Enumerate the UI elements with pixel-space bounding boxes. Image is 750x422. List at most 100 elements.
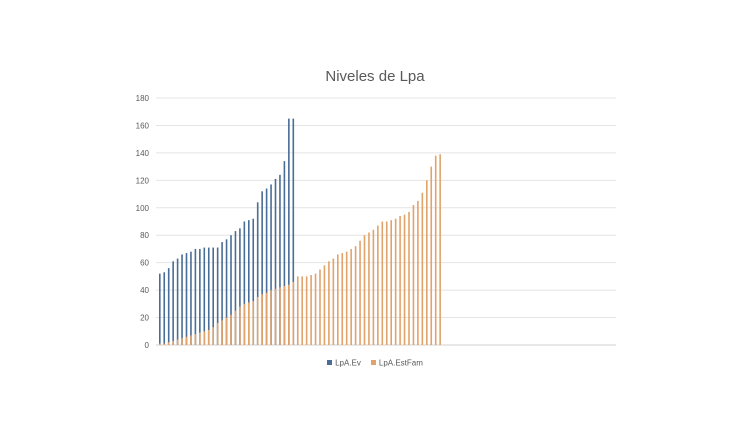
bar (167, 342, 170, 345)
legend-item: LpA.EstFam (370, 358, 423, 367)
bar (314, 273, 317, 345)
bar (252, 301, 255, 345)
bar (239, 306, 241, 345)
bar (194, 334, 197, 345)
bar (341, 253, 344, 345)
bar (252, 218, 255, 345)
bar (230, 235, 232, 345)
bar (234, 310, 237, 345)
legend-swatch (370, 360, 376, 366)
bar (199, 332, 201, 345)
bar (301, 276, 303, 345)
bar (270, 290, 272, 345)
bar (190, 335, 192, 345)
bar (274, 178, 277, 345)
bar (225, 239, 228, 345)
bar (288, 118, 290, 345)
bar (181, 338, 183, 345)
y-tick-label: 160 (136, 121, 150, 130)
bar (403, 214, 406, 345)
bar (216, 323, 219, 345)
bar (372, 229, 375, 345)
legend-label: LpA.Ev (335, 358, 361, 368)
bar (194, 248, 197, 345)
bar (310, 275, 312, 345)
bar (225, 317, 228, 345)
bar (274, 288, 277, 345)
bar (243, 221, 246, 345)
bar (381, 221, 384, 345)
bar (332, 258, 335, 345)
bar (163, 272, 166, 345)
y-tick-label: 80 (140, 231, 149, 240)
bar (203, 331, 206, 345)
bar (159, 273, 161, 345)
bar (167, 268, 170, 345)
bar (176, 339, 179, 345)
chart-title: Niveles de Lpa (325, 68, 425, 85)
bar (265, 292, 268, 345)
bar (426, 180, 428, 345)
bar (385, 221, 388, 345)
bar (261, 294, 263, 345)
bar (368, 232, 370, 345)
y-tick-label: 20 (140, 314, 149, 323)
bar (216, 247, 219, 345)
bar (337, 254, 339, 345)
y-tick-label: 100 (136, 204, 150, 213)
bar (172, 340, 174, 345)
bar (190, 251, 192, 345)
bar (434, 155, 437, 345)
bar (199, 248, 201, 345)
bar (319, 269, 321, 345)
bar (243, 303, 246, 345)
bar (248, 220, 250, 345)
y-tick-label: 0 (145, 341, 150, 350)
bar (296, 276, 299, 345)
bar (408, 211, 410, 345)
bar (439, 154, 441, 345)
bar (412, 205, 415, 345)
bar (265, 188, 268, 345)
bar (305, 276, 308, 345)
bar (176, 258, 179, 345)
bar (394, 218, 397, 345)
bar (159, 343, 161, 345)
bar (350, 248, 352, 345)
bar (207, 329, 210, 345)
bar (239, 228, 241, 345)
bar (185, 336, 188, 345)
bar (212, 247, 214, 345)
bar (430, 166, 433, 345)
bar (279, 174, 281, 345)
y-tick-label: 40 (140, 286, 149, 295)
legend-swatch (327, 360, 333, 366)
series-1 (159, 118, 295, 345)
bar (363, 235, 366, 345)
bar (292, 281, 295, 345)
y-tick-label: 180 (136, 94, 150, 103)
bar (283, 285, 286, 345)
bar (172, 261, 174, 345)
bar (345, 251, 348, 345)
chart-legend: LpA.Ev LpA.EstFam (0, 358, 750, 367)
bar (390, 220, 392, 345)
bar (377, 225, 379, 345)
bar (256, 296, 259, 345)
legend-item: LpA.Ev (327, 358, 361, 367)
bar (221, 320, 223, 345)
bar (256, 202, 259, 345)
bar (417, 200, 419, 345)
bar (421, 192, 424, 345)
bar (399, 216, 401, 345)
y-tick-label: 120 (136, 176, 150, 185)
bar (185, 253, 188, 345)
bar (288, 284, 290, 345)
bar (163, 343, 166, 345)
bar (261, 191, 263, 345)
bar (283, 161, 286, 345)
series-2 (159, 154, 441, 345)
bar (279, 287, 281, 345)
